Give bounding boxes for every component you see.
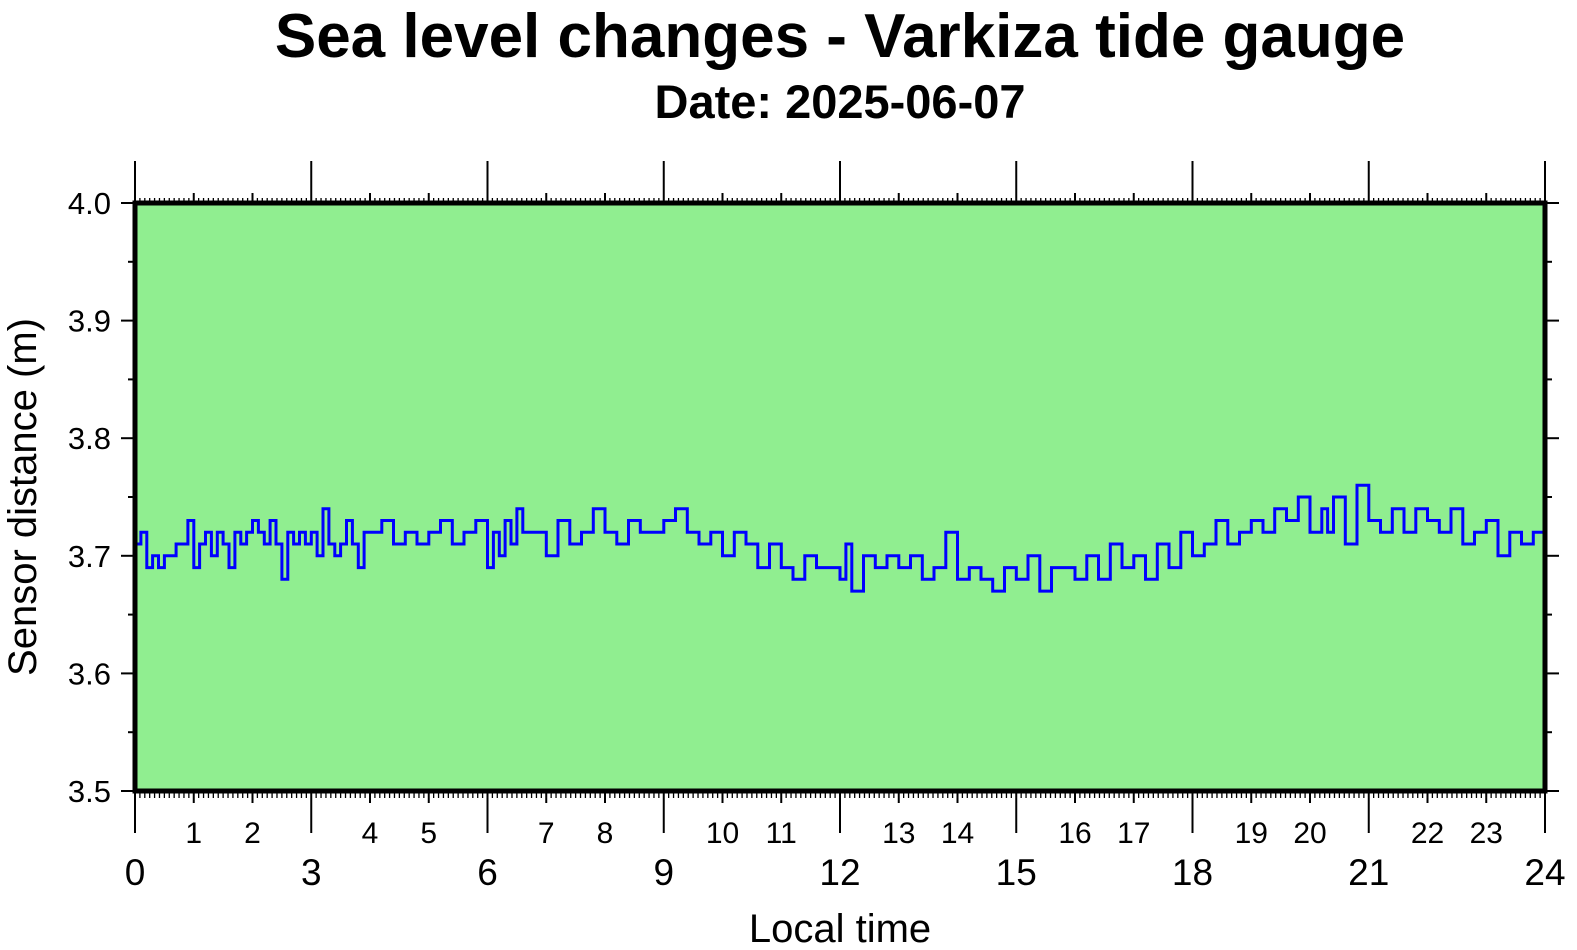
x-minor-tick-label: 4	[362, 817, 379, 850]
x-minor-tick-label: 11	[766, 817, 797, 850]
x-major-tick-label: 6	[477, 852, 498, 893]
x-minor-tick-label: 16	[1058, 817, 1091, 850]
chart-subtitle: Date: 2025-06-07	[655, 75, 1026, 128]
x-minor-tick-label: 8	[597, 817, 614, 850]
x-major-tick-label: 18	[1172, 852, 1213, 893]
x-minor-tick-label: 19	[1235, 817, 1268, 850]
x-major-tick-label: 21	[1348, 852, 1389, 893]
series-group	[135, 483, 1547, 593]
x-axis-label: Local time	[749, 907, 931, 950]
y-tick-label: 4.0	[68, 186, 111, 221]
x-minor-tick-label: 1	[185, 817, 202, 850]
y-tick-labels: 3.5 3.6 3.7 3.8 3.9 4.0	[68, 186, 111, 809]
x-minor-tick-label: 2	[244, 817, 261, 850]
x-minor-tick-label: 23	[1470, 817, 1503, 850]
x-minor-tick-label: 17	[1117, 817, 1150, 850]
x-minor-tick-label: 5	[420, 817, 437, 850]
x-major-tick-label: 12	[819, 852, 860, 893]
series-line	[135, 483, 1547, 593]
chart-title: Sea level changes - Varkiza tide gauge	[275, 2, 1405, 71]
y-tick-label: 3.8	[68, 421, 111, 456]
x-major-tick-label: 24	[1524, 852, 1565, 893]
x-minor-tick-labels: 1 2 4 5 7 8 10 11 13 14 16 17 19 20 22 23	[185, 817, 1503, 850]
x-minor-tick-label: 13	[882, 817, 915, 850]
x-major-tick-label: 15	[996, 852, 1037, 893]
y-axis-label: Sensor distance (m)	[1, 318, 45, 676]
x-major-tick-labels: 0 3 6 9 12 15 18 21 24	[125, 852, 1566, 893]
y-tick-label: 3.7	[68, 539, 111, 574]
x-minor-tick-label: 20	[1293, 817, 1326, 850]
x-minor-tick-label: 22	[1411, 817, 1444, 850]
x-major-tick-label: 9	[653, 852, 674, 893]
y-tick-label: 3.5	[68, 774, 111, 809]
x-minor-tick-label: 10	[706, 817, 739, 850]
plot-frame	[132, 200, 1548, 794]
x-major-tick-label: 0	[125, 852, 146, 893]
x-minor-tick-label: 14	[941, 817, 974, 850]
x-minor-tick-label: 7	[538, 817, 555, 850]
x-major-tick-label: 3	[301, 852, 322, 893]
y-tick-label: 3.6	[68, 656, 111, 691]
y-tick-label: 3.9	[68, 304, 111, 339]
